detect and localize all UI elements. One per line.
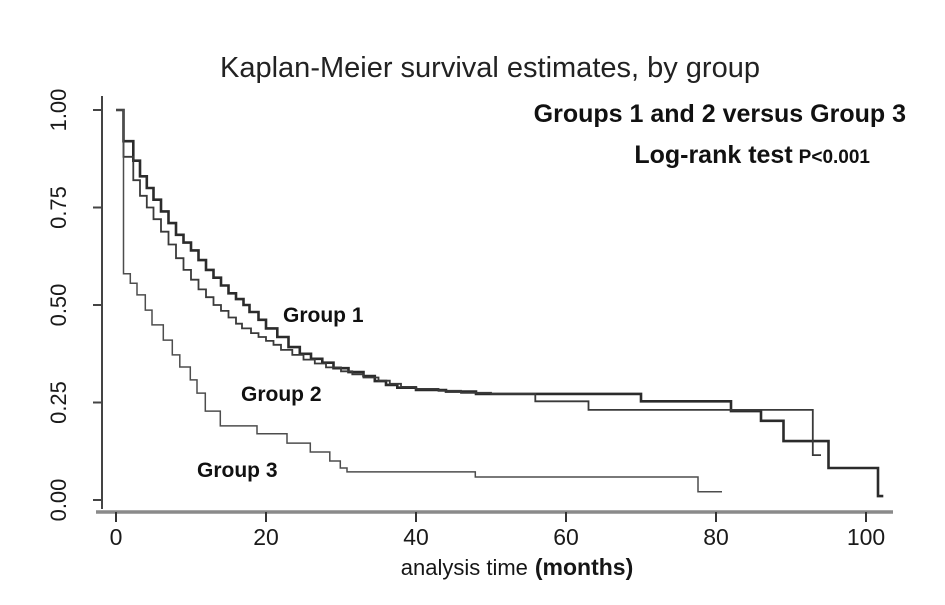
km-curve-group-2 xyxy=(116,109,821,456)
y-tick-label: 0.25 xyxy=(46,381,71,424)
y-tick-label: 1.00 xyxy=(46,89,71,132)
x-axis-title: analysis time (months) xyxy=(104,554,930,581)
x-axis-title-regular: analysis time xyxy=(400,555,528,580)
comparison-annotation: Groups 1 and 2 versus Group 3 xyxy=(533,100,906,128)
y-tick-label: 0.75 xyxy=(46,186,71,229)
x-tick-label: 40 xyxy=(403,524,429,550)
km-curve-group-3 xyxy=(116,109,722,493)
curve-label-group-1: Group 1 xyxy=(283,304,364,327)
x-axis-title-bold: (months) xyxy=(534,554,634,580)
logrank-test-text: Log-rank test xyxy=(634,141,793,169)
logrank-annotation: Log-rank test P<0.001 xyxy=(634,141,870,170)
x-tick-label: 100 xyxy=(847,524,885,550)
p-value-text: P<0.001 xyxy=(798,147,870,168)
x-tick-label: 0 xyxy=(110,524,123,550)
y-tick-label: 0.00 xyxy=(46,479,71,522)
x-tick-label: 60 xyxy=(553,524,579,550)
chart-title: Kaplan-Meier survival estimates, by grou… xyxy=(220,52,760,84)
curve-label-group-3: Group 3 xyxy=(197,459,278,482)
x-tick-label: 20 xyxy=(253,524,279,550)
y-tick-label: 0.50 xyxy=(46,284,71,327)
x-tick-label: 80 xyxy=(703,524,729,550)
curve-label-group-2: Group 2 xyxy=(241,383,322,406)
